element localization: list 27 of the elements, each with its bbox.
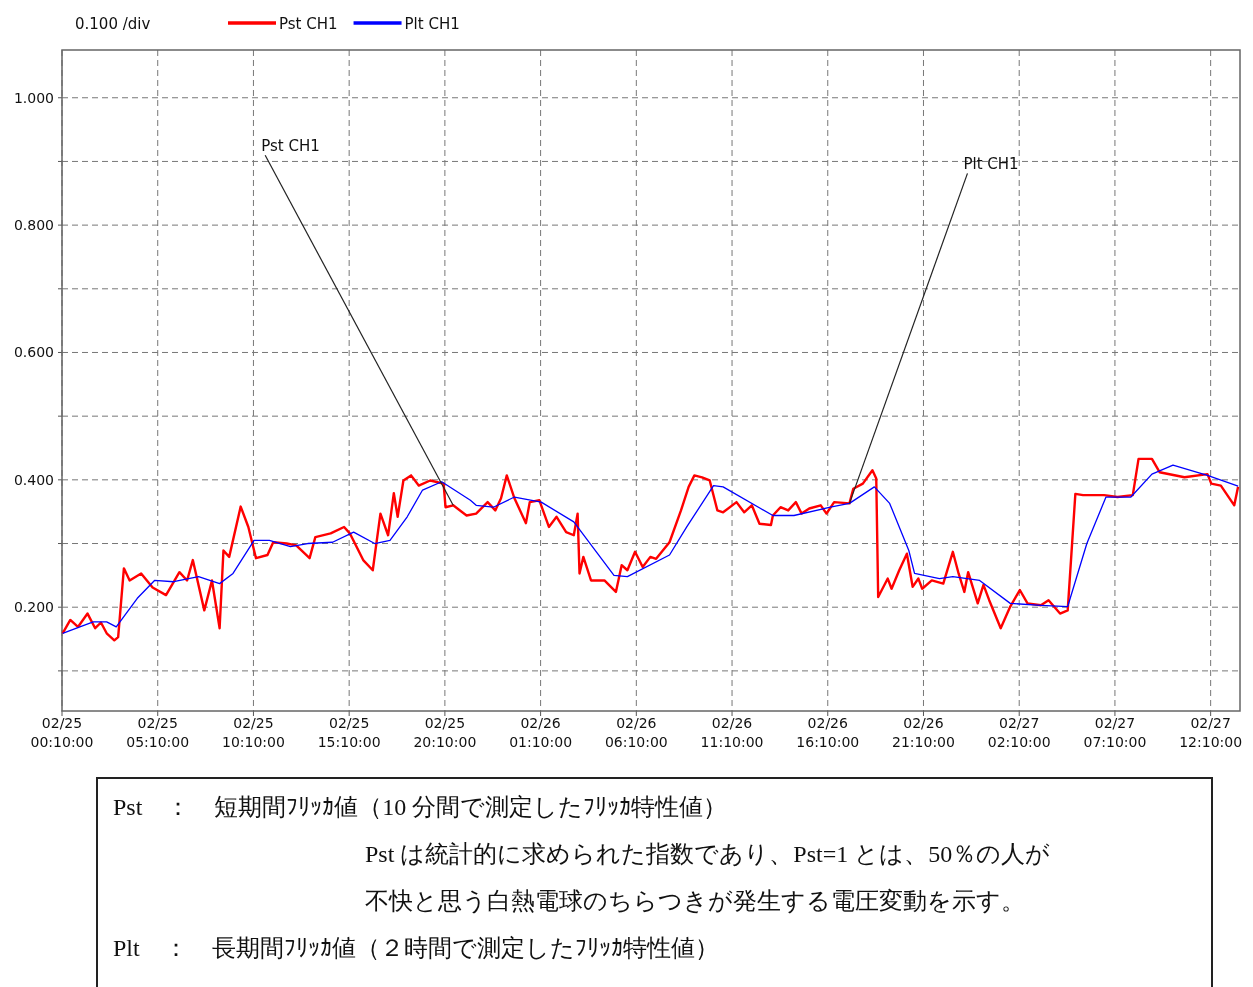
y-tick-label: 1.000	[13, 89, 54, 106]
x-tick-label: 02/26 06:10:00	[604, 715, 668, 750]
text: 0.100 /div	[75, 15, 151, 33]
text: Pst は統計的に求められた指数であり、Pst=1 とは、50％の人が	[365, 841, 1051, 867]
y-tick-label: 0.200	[13, 599, 54, 616]
x-tick-label: 02/27 02:10:00	[987, 715, 1051, 750]
y-tick-label: 0.800	[13, 217, 54, 234]
x-tick-label: 02/27 12:10:00	[1179, 715, 1243, 750]
x-tick-label: 02/25 10:10:00	[222, 715, 285, 750]
x-tick-label: 02/25 05:10:00	[126, 715, 190, 750]
x-tick-label: 02/25 20:10:00	[413, 715, 477, 750]
annotation: Plt CH1	[963, 155, 1019, 174]
x-tick-label: 02/26 11:10:00	[700, 715, 764, 750]
legend-label: Pst CH1	[279, 15, 338, 33]
x-tick-label: 02/26 21:10:00	[892, 715, 955, 750]
y-tick-label: 0.400	[13, 471, 54, 488]
x-tick-label: 02/25 15:10:00	[317, 715, 381, 750]
x-tick-label: 02/27 07:10:00	[1083, 715, 1147, 750]
x-tick-label: 02/26 01:10:00	[509, 715, 573, 750]
text: 不快と思う白熱電球のちらつきが発生する電圧変動を示す。	[365, 888, 1025, 914]
text: Pst ： 短期間ﾌﾘｯｶ値（10 分間で測定したﾌﾘｯｶ特性値）	[113, 794, 728, 820]
annotation: Pst CH1	[261, 137, 320, 156]
x-tick-label: 02/25 00:10:00	[30, 715, 94, 750]
text: Plt ： 長期間ﾌﾘｯｶ値（２時間で測定したﾌﾘｯｶ特性値）	[113, 935, 719, 961]
legend-label: Plt CH1	[404, 15, 460, 33]
x-tick-label: 02/26 16:10:00	[796, 715, 860, 750]
y-tick-label: 0.600	[13, 344, 54, 361]
